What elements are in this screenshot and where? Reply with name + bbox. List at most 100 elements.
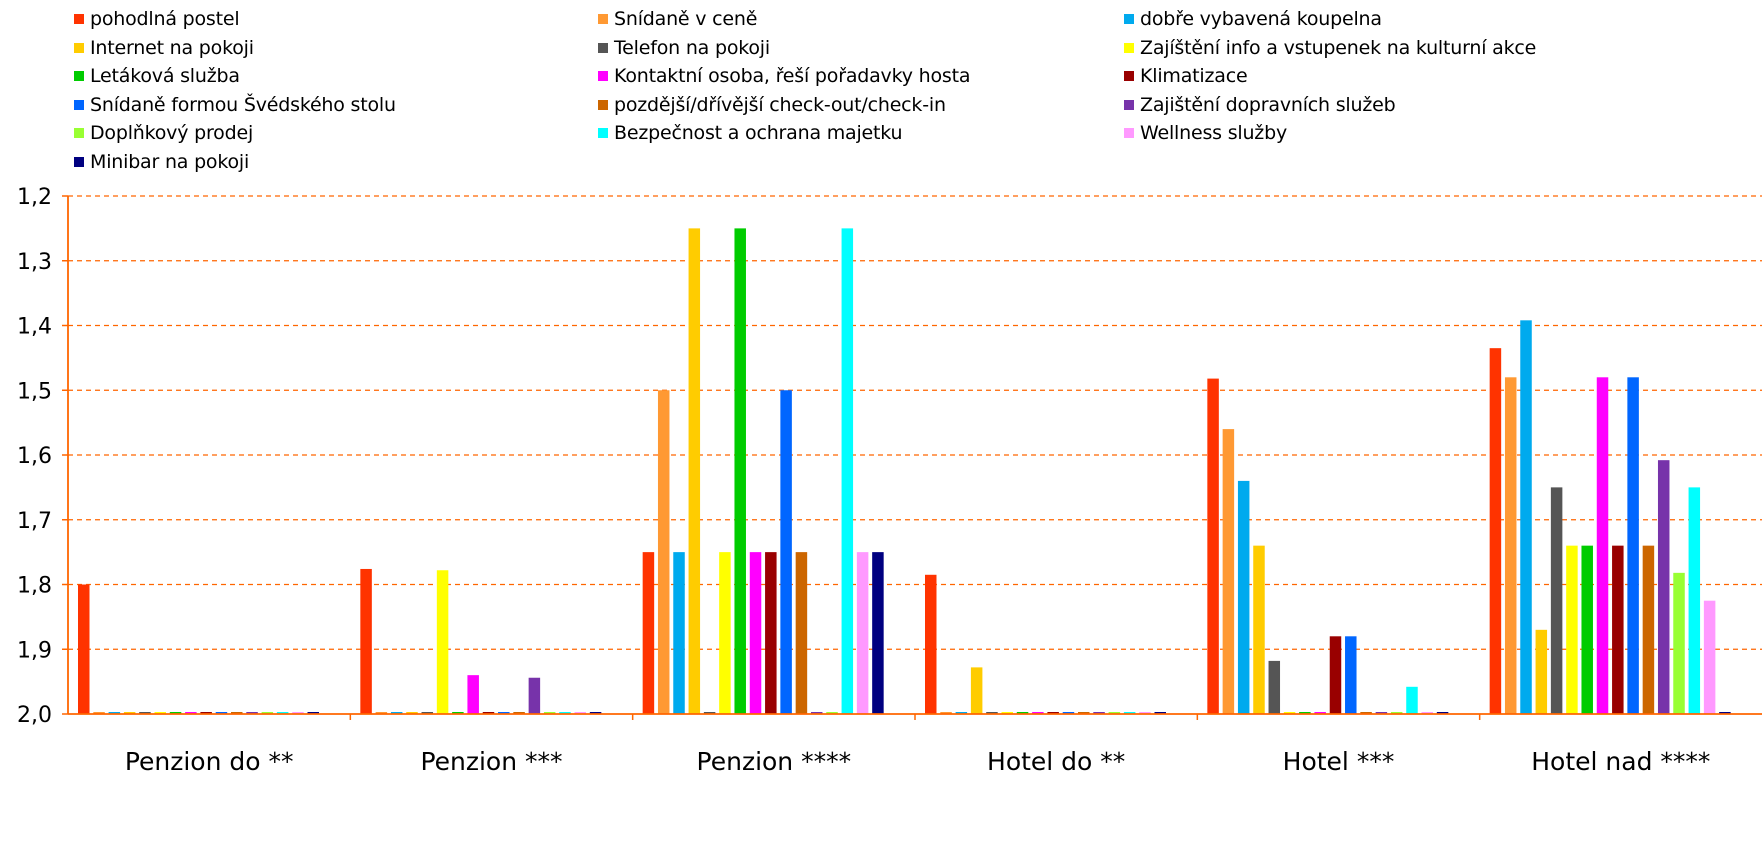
bar	[390, 712, 403, 714]
bar	[1596, 377, 1609, 714]
bar	[1237, 480, 1250, 714]
bar	[1253, 545, 1265, 714]
legend-swatch	[74, 128, 84, 138]
bar	[108, 712, 121, 714]
bar	[436, 570, 449, 714]
legend-label: Zajištění dopravních služeb	[1140, 93, 1396, 116]
legend-item: Doplňkový prodej	[74, 119, 253, 147]
legend-item: Klimatizace	[1124, 62, 1248, 90]
bar	[970, 667, 983, 714]
y-tick-label: 1,8	[17, 574, 52, 599]
bar	[1047, 712, 1059, 714]
bar	[93, 712, 105, 714]
y-tick-label: 1,9	[17, 638, 52, 663]
legend-item: Wellness služby	[1124, 119, 1287, 147]
bar	[1123, 712, 1136, 714]
bar	[1406, 686, 1418, 714]
bar	[215, 712, 228, 714]
bar	[375, 712, 388, 714]
bar	[1375, 712, 1388, 714]
bar	[307, 712, 319, 714]
bar	[1489, 348, 1502, 714]
legend-item: Internet na pokoji	[74, 34, 254, 62]
legend-label: pohodlná postel	[90, 8, 240, 30]
legend-item: Telefon na pokoji	[598, 34, 770, 62]
bar	[482, 712, 495, 714]
bar	[1504, 377, 1517, 714]
bar	[749, 552, 762, 714]
legend-item: dobře vybavená koupelna	[1124, 5, 1382, 33]
bar	[1016, 712, 1029, 714]
bar	[1673, 572, 1685, 714]
bar	[1421, 712, 1434, 714]
x-category-label: Penzion ***	[420, 747, 562, 776]
y-tick-label: 2,0	[17, 703, 52, 728]
bar	[925, 574, 937, 714]
bar	[276, 712, 289, 714]
legend-item: Snídaně v ceně	[598, 5, 757, 33]
bar	[1154, 712, 1166, 714]
legend-label: Wellness služby	[1140, 122, 1287, 144]
y-tick-label: 1,5	[17, 379, 52, 404]
legend-item: Zajištění dopravních služeb	[1124, 91, 1396, 119]
legend-label: dobře vybavená koupelna	[1140, 8, 1382, 30]
legend-swatch	[598, 14, 608, 24]
bar	[1283, 712, 1296, 714]
bar	[559, 712, 571, 714]
bar	[1642, 545, 1655, 714]
legend-label: Telefon na pokoji	[614, 36, 770, 59]
bar	[1581, 545, 1593, 714]
legend-label: Snídaně formou Švédského stolu	[90, 93, 396, 116]
y-tick-label: 1,7	[17, 509, 52, 534]
bar	[955, 712, 968, 714]
bar	[467, 675, 479, 714]
x-category-label: Hotel ***	[1283, 747, 1395, 776]
bar	[139, 712, 151, 714]
legend-label: Letáková služba	[90, 65, 240, 87]
bar	[734, 228, 746, 714]
bar	[1657, 460, 1670, 714]
bar	[589, 712, 602, 714]
legend-item: pozdější/dřívější check-out/check-in	[598, 91, 946, 119]
bar	[872, 552, 884, 714]
legend-swatch	[74, 156, 84, 167]
bar	[154, 712, 166, 714]
bar	[1001, 712, 1013, 714]
legend-label: Kontaktní osoba, řeší pořadavky hosta	[614, 65, 971, 87]
bar	[688, 228, 701, 714]
bar	[986, 712, 998, 714]
bar	[360, 568, 372, 714]
x-category-label: Penzion ****	[697, 747, 852, 776]
bar	[657, 390, 670, 714]
legend-item: Letáková služba	[74, 62, 240, 90]
bar	[452, 712, 464, 714]
bar	[673, 552, 685, 714]
legend-swatch	[74, 42, 84, 53]
bar	[1093, 712, 1105, 714]
bar	[765, 552, 777, 714]
bar	[810, 712, 823, 714]
x-category-label: Penzion do **	[125, 747, 294, 776]
bar	[1535, 629, 1548, 714]
bar	[261, 712, 274, 714]
legend-label: Internet na pokoji	[90, 36, 254, 59]
legend-item: Snídaně formou Švédského stolu	[74, 91, 396, 119]
x-category-label: Hotel do **	[987, 747, 1125, 776]
bar	[421, 712, 434, 714]
bar	[841, 228, 854, 714]
y-tick-label: 1,2	[17, 185, 52, 210]
legend-label: Snídaně v ceně	[614, 8, 758, 30]
legend-item: pohodlná postel	[74, 5, 240, 33]
legend-label: pozdější/dřívější check-out/check-in	[614, 93, 946, 116]
bar	[856, 552, 869, 714]
bar	[543, 712, 556, 714]
y-tick-label: 1,6	[17, 444, 52, 469]
legend-label: Bezpečnost a ochrana majetku	[614, 122, 903, 144]
bar	[231, 712, 243, 714]
bar	[1078, 712, 1090, 714]
bar	[1222, 429, 1235, 714]
bar	[1360, 712, 1372, 714]
bar	[185, 712, 197, 714]
bar	[1550, 487, 1563, 714]
